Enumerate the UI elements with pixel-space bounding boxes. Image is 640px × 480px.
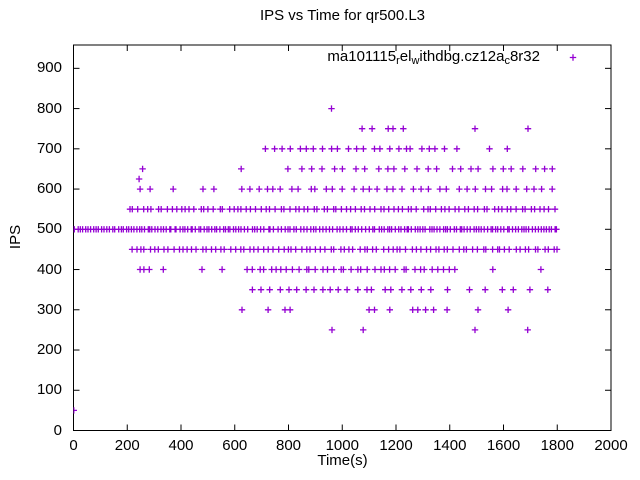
y-tick-label: 800 [36,99,62,117]
legend-marker-icon [569,54,577,61]
legend-entry: ma101115relwithdbg.cz12ac8r32 [327,48,540,67]
x-tick-label: 1000 [325,437,359,454]
x-axis-label: Time(s) [317,452,368,469]
y-tick-label: 0 [53,421,62,439]
y-tick-label: 300 [36,300,62,318]
x-tick-label: 800 [275,437,302,454]
y-tick-label: 200 [36,341,62,359]
legend-series-label: ma101115relwithdbg.cz12ac8r32 [327,48,540,67]
y-tick-label: 500 [36,220,62,238]
x-tick-label: 200 [114,437,140,454]
x-tick-label: 1600 [486,437,521,454]
chart-title: IPS vs Time for qr500.L3 [259,7,426,24]
y-tick-label: 900 [36,59,62,77]
x-tick-label: 1200 [379,437,413,454]
x-tick-label: 0 [69,437,78,454]
y-tick-label: 400 [36,260,62,278]
x-tick-label: 2000 [594,437,628,454]
x-tick-label: 600 [222,437,248,454]
y-tick-label: 600 [36,180,62,198]
x-tick-label: 1400 [433,437,467,454]
x-tick-label: 1800 [540,437,574,454]
y-tick-label: 700 [36,139,62,157]
plot-frame [73,44,612,431]
scatter-points [73,105,561,414]
y-tick-label: 100 [36,381,62,399]
x-tick-label: 400 [168,437,194,454]
